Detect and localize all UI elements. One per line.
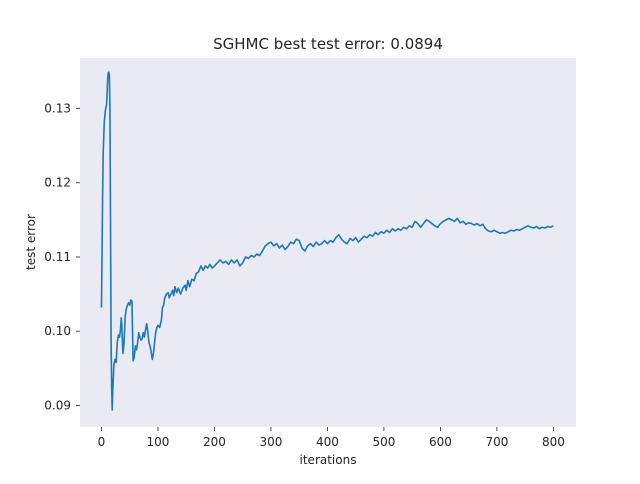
y-tick-label-3: 0.12	[44, 176, 71, 190]
x-tick-label-0: 0	[98, 435, 106, 449]
y-axis-label: test error	[24, 214, 38, 270]
series-layer	[100, 71, 554, 411]
x-tick-label-1: 100	[147, 435, 170, 449]
x-tick-label-3: 300	[259, 435, 282, 449]
y-tick-label-0: 0.09	[44, 398, 71, 412]
x-tick-label-8: 800	[542, 435, 565, 449]
x-tick-label-6: 600	[429, 435, 452, 449]
y-tick-label-2: 0.11	[44, 250, 71, 264]
y-tick-label-4: 0.13	[44, 101, 71, 115]
x-tick-label-4: 400	[316, 435, 339, 449]
x-axis: 0 100 200 300 400 500 600 700 800	[98, 427, 565, 449]
y-axis: 0.09 0.10 0.11 0.12 0.13	[44, 101, 80, 412]
x-tick-label-2: 200	[203, 435, 226, 449]
x-tick-label-7: 700	[485, 435, 508, 449]
series-line-0	[100, 71, 554, 411]
x-axis-label: iterations	[300, 453, 357, 467]
y-tick-label-1: 0.10	[44, 324, 71, 338]
x-tick-label-5: 500	[372, 435, 395, 449]
chart-title: SGHMC best test error: 0.0894	[213, 35, 443, 53]
